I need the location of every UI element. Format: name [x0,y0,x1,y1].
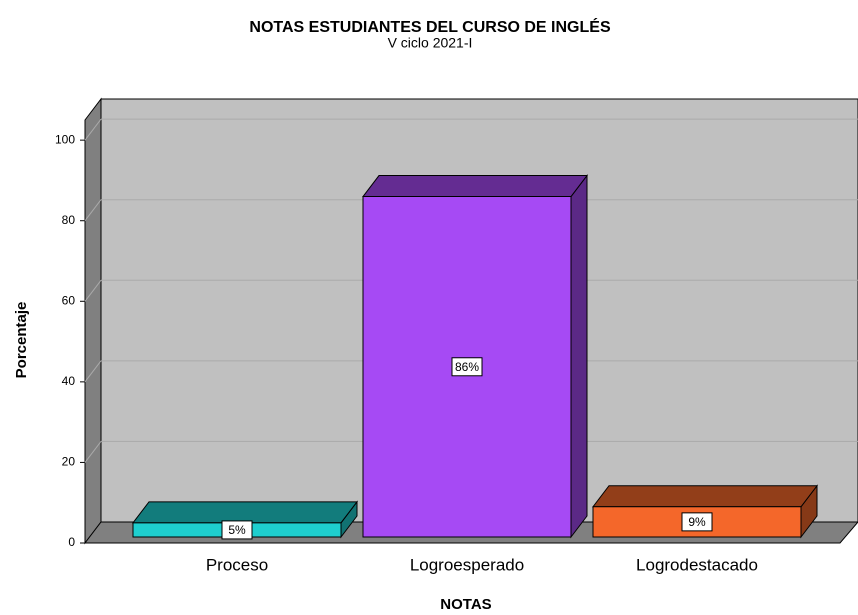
value-label: 9% [688,515,706,529]
value-label-box [681,512,713,532]
grid-line [84,360,102,383]
y-axis-label: Porcentaje [13,302,30,379]
grid-line [84,279,102,302]
bar-side [570,174,588,539]
grid-line [84,441,102,463]
x-tick-label: Proceso [206,555,268,574]
value-label-box [221,520,253,540]
x-tick-label: Logrodestacado [636,555,758,574]
y-tick-label: 0 [68,535,75,549]
bar-top [361,175,589,198]
bar [361,174,589,539]
value-label: 86% [455,360,479,374]
y-tick-label: 40 [62,374,76,388]
y-tick-label: 20 [62,455,76,469]
y-tick-label: 100 [55,132,75,146]
bar-top [131,501,359,524]
bar [131,500,359,539]
value-label: 5% [228,523,246,537]
x-axis-label: NOTAS [440,596,491,613]
value-label-box [451,357,483,377]
grid-line [84,199,102,222]
bar [591,484,819,539]
chart-title: NOTAS ESTUDIANTES DEL CURSO DE INGLÉS [249,17,611,36]
chart-subtitle: V ciclo 2021-I [388,35,473,51]
left-wall [84,97,102,545]
grid-line [84,118,102,141]
bar-top [591,485,819,508]
y-tick-label: 60 [62,293,76,307]
x-tick-label: Logroesperado [410,555,524,574]
y-tick-label: 80 [62,213,76,227]
